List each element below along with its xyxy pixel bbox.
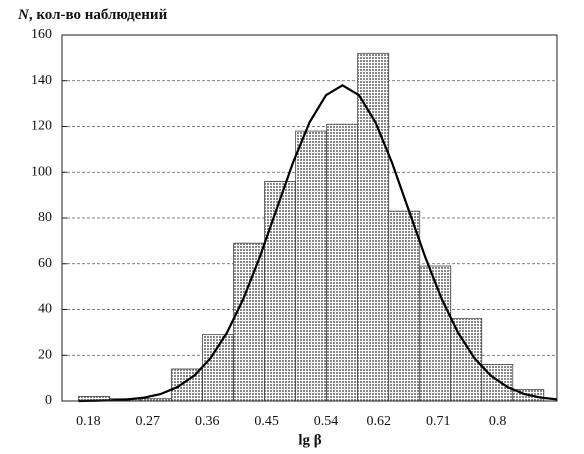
histogram-bar <box>171 368 203 402</box>
y-tick-label: 80 <box>38 210 52 225</box>
x-tick-label: 0.18 <box>76 414 101 429</box>
x-tick-label: 0.62 <box>367 414 392 429</box>
y-tick-label: 140 <box>31 73 52 88</box>
y-tick-label: 60 <box>38 256 52 271</box>
histogram-bar <box>295 130 328 402</box>
y-axis-label: N, кол-во наблюдений <box>17 7 168 23</box>
histogram-bar <box>233 242 266 402</box>
y-axis-symbol: N <box>17 7 30 23</box>
histogram-bar <box>357 52 390 402</box>
x-tick-label: 0.36 <box>195 414 220 429</box>
y-tick-label: 100 <box>31 164 52 179</box>
histogram-bar <box>388 210 421 402</box>
y-tick-label: 120 <box>31 119 52 134</box>
histogram-bar <box>326 123 359 402</box>
fitted-curve <box>78 84 558 403</box>
x-axis-label: lg β <box>298 432 321 448</box>
x-tick-label: 0.71 <box>426 414 451 429</box>
y-tick-label: 40 <box>38 302 52 317</box>
x-tick-label: 0.27 <box>136 414 161 429</box>
y-axis-text: , кол-во наблюдений <box>29 7 168 23</box>
histogram-bar <box>264 180 297 402</box>
y-tick-label: 0 <box>45 393 52 408</box>
x-tick-label: 0.54 <box>314 414 339 429</box>
y-tick-label: 160 <box>31 27 52 42</box>
y-tick-label: 20 <box>38 347 52 362</box>
plot-frame <box>61 34 558 402</box>
x-tick-label: 0.45 <box>254 414 279 429</box>
x-tick-label: 0.8 <box>489 414 507 429</box>
histogram-bar <box>419 265 452 402</box>
